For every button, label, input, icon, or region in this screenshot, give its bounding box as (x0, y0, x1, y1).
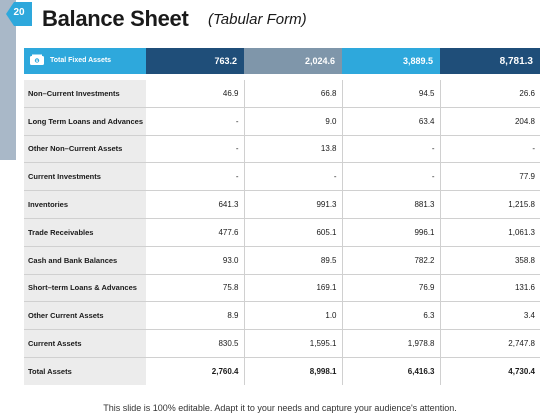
row-label: Trade Receivables (24, 218, 146, 247)
table-row: Current Investments - - - 77.9 (24, 162, 540, 192)
cell-value: 13.8 (244, 135, 343, 164)
cell-value: - (440, 135, 540, 164)
badge-arrow-icon (6, 2, 32, 26)
cell-value: 46.9 (146, 80, 245, 108)
row-label: Non–Current Investments (24, 80, 146, 108)
cell-value: 89.5 (244, 246, 343, 275)
cell-value: 1.0 (244, 301, 343, 331)
cell-value: 93.0 (146, 246, 245, 275)
header-value-2: 2,024.6 (244, 48, 342, 74)
cell-value: 204.8 (440, 107, 540, 136)
header-label-cell: $ Total Fixed Assets (24, 48, 146, 74)
cell-value: 1,978.8 (342, 329, 441, 358)
side-accent-stripe (0, 0, 16, 160)
cell-value: 477.6 (146, 218, 245, 247)
cell-value: - (146, 107, 245, 136)
cell-value: 6,416.3 (342, 357, 441, 385)
page-number-badge: 20 (6, 2, 32, 26)
cell-value: 169.1 (244, 274, 343, 303)
total-row: Total Assets 2,760.4 8,998.1 6,416.3 4,7… (24, 357, 540, 385)
table-row: Other Current Assets 8.9 1.0 6.3 3.4 (24, 301, 540, 331)
cell-value: - (146, 135, 245, 164)
cell-value: 8.9 (146, 301, 245, 331)
balance-sheet-table: $ Total Fixed Assets 763.2 2,024.6 3,889… (24, 48, 540, 385)
row-label: Inventories (24, 190, 146, 219)
header-value-4: 8,781.3 (440, 48, 540, 74)
page-subtitle: (Tabular Form) (208, 11, 307, 28)
cell-value: 63.4 (342, 107, 441, 136)
cell-value: 4,730.4 (508, 366, 535, 376)
cell-value: 605.1 (244, 218, 343, 247)
header-value-3: 3,889.5 (342, 48, 440, 74)
table-row: Inventories 641.3 991.3 881.3 1,215.8 (24, 190, 540, 219)
cell-value: 76.9 (342, 274, 441, 303)
page-title: Balance Sheet (42, 6, 189, 31)
row-label: Current Investments (24, 162, 146, 192)
cell-value: 991.3 (244, 190, 343, 219)
row-label: Cash and Bank Balances (24, 246, 146, 275)
cell-value: 131.6 (440, 274, 540, 303)
cell-value: 8,998.1 (244, 357, 343, 385)
cell-value: 26.6 (440, 80, 540, 108)
cell-value: 1,061.3 (440, 218, 540, 247)
cell-value: 830.5 (146, 329, 245, 358)
cell-value: 66.8 (244, 80, 343, 108)
svg-text:$: $ (36, 58, 39, 63)
table-row: Trade Receivables 477.6 605.1 996.1 1,06… (24, 218, 540, 247)
table-row: Other Non–Current Assets - 13.8 - - (24, 135, 540, 164)
row-label: Other Non–Current Assets (24, 135, 146, 164)
cell-value: 3.4 (440, 301, 540, 331)
cell-value: 6.3 (342, 301, 441, 331)
page-number: 20 (13, 7, 25, 18)
cell-value: 2,760.4 (146, 357, 245, 385)
cell-value: 2,747.8 (440, 329, 540, 358)
cell-value: - (244, 162, 343, 192)
footer-note: This slide is 100% editable. Adapt it to… (103, 403, 457, 413)
row-label: Long Term Loans and Advances (24, 107, 146, 136)
table-header-row: $ Total Fixed Assets 763.2 2,024.6 3,889… (24, 48, 540, 74)
row-label: Current Assets (24, 329, 146, 358)
header-label: Total Fixed Assets (50, 56, 112, 64)
row-label: Total Assets (24, 357, 146, 385)
cell-value: 1,215.8 (440, 190, 540, 219)
table-row: Current Assets 830.5 1,595.1 1,978.8 2,7… (24, 329, 540, 358)
header-value-1: 763.2 (146, 48, 244, 74)
money-icon: $ (30, 54, 44, 65)
cell-value: 75.8 (146, 274, 245, 303)
cell-value: 1,595.1 (244, 329, 343, 358)
table-row: Short–term Loans & Advances 75.8 169.1 7… (24, 274, 540, 303)
cell-value: - (146, 162, 245, 192)
cell-value: 996.1 (342, 218, 441, 247)
table-row: Long Term Loans and Advances - 9.0 63.4 … (24, 107, 540, 136)
cell-value: - (342, 162, 441, 192)
cell-value: 358.8 (440, 246, 540, 275)
cell-value: 77.9 (440, 162, 540, 192)
row-label: Short–term Loans & Advances (24, 274, 146, 303)
cell-value: 782.2 (342, 246, 441, 275)
table-row: Non–Current Investments 46.9 66.8 94.5 2… (24, 80, 540, 108)
cell-value: 641.3 (146, 190, 245, 219)
cell-value: - (342, 135, 441, 164)
table-row: Cash and Bank Balances 93.0 89.5 782.2 3… (24, 246, 540, 275)
row-label: Other Current Assets (24, 301, 146, 331)
cell-value: 9.0 (244, 107, 343, 136)
cell-value: 881.3 (342, 190, 441, 219)
cell-value: 94.5 (342, 80, 441, 108)
